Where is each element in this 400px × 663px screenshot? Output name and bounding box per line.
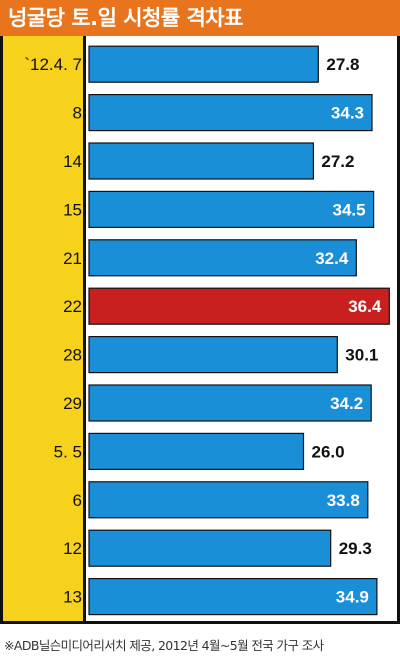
bar-8 bbox=[88, 432, 305, 470]
bar-6 bbox=[88, 336, 338, 374]
category-label-1: 8 bbox=[73, 104, 82, 123]
value-label-3: 34.5 bbox=[333, 200, 366, 219]
chart-title: 넝굴당 토.일 시청률 격차표 bbox=[0, 0, 400, 36]
source-note: ※ADB닐슨미디어리서치 제공, 2012년 4월~5월 전국 가구 조사 bbox=[4, 638, 324, 653]
value-label-11: 34.9 bbox=[336, 588, 369, 607]
value-label-6: 30.1 bbox=[345, 346, 378, 365]
value-label-1: 34.3 bbox=[331, 104, 364, 123]
category-label-11: 13 bbox=[63, 588, 82, 607]
bar-10 bbox=[88, 529, 332, 567]
bar-2 bbox=[88, 142, 314, 180]
bar-0 bbox=[88, 45, 319, 83]
category-label-4: 21 bbox=[63, 249, 82, 268]
value-label-9: 33.8 bbox=[327, 491, 360, 510]
bar-11 bbox=[88, 577, 378, 616]
bar-7 bbox=[88, 384, 372, 422]
category-label-10: 12 bbox=[63, 539, 82, 558]
value-label-8: 26.0 bbox=[312, 442, 345, 461]
value-label-0: 27.8 bbox=[326, 55, 359, 74]
bar-5 bbox=[88, 287, 390, 325]
category-label-6: 28 bbox=[63, 346, 82, 365]
value-label-4: 32.4 bbox=[315, 249, 349, 268]
bar-chart: `12.4. 7 27.8 8 34.3 14 27.2 15 34.5 21 32.4 22 36.… bbox=[24, 45, 390, 616]
value-label-2: 27.2 bbox=[321, 152, 354, 171]
bar-4 bbox=[88, 239, 357, 277]
category-label-column bbox=[3, 36, 86, 621]
category-label-8: 5. 5 bbox=[54, 442, 82, 461]
category-label-3: 15 bbox=[63, 200, 82, 219]
category-label-7: 29 bbox=[63, 394, 82, 413]
value-label-7: 34.2 bbox=[330, 394, 363, 413]
category-label-2: 14 bbox=[63, 152, 82, 171]
category-label-9: 6 bbox=[73, 491, 82, 510]
bar-3 bbox=[88, 190, 375, 228]
category-label-5: 22 bbox=[63, 297, 82, 316]
value-label-5: 36.4 bbox=[348, 297, 382, 316]
bar-1 bbox=[88, 93, 373, 132]
category-label-0: `12.4. 7 bbox=[24, 55, 82, 74]
bar-9 bbox=[88, 481, 369, 519]
value-label-10: 29.3 bbox=[339, 539, 372, 558]
